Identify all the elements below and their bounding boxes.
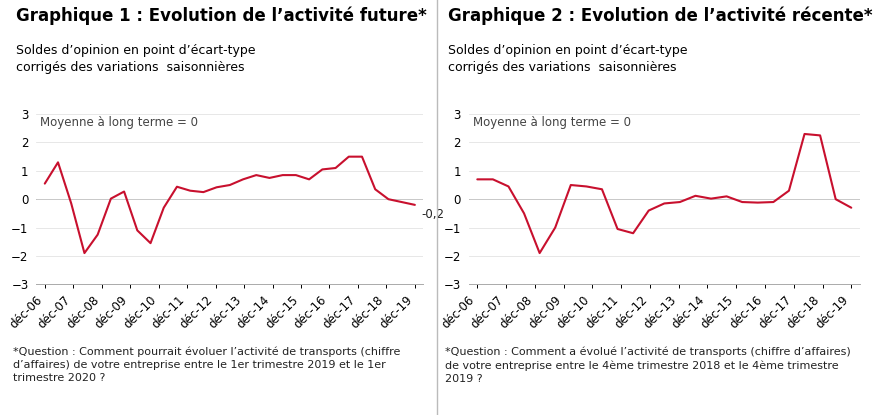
Text: Moyenne à long terme = 0: Moyenne à long terme = 0 (40, 116, 198, 129)
Text: Soldes d’opinion en point d’écart-type
corrigés des variations  saisonnières: Soldes d’opinion en point d’écart-type c… (16, 44, 255, 74)
Text: *Question : Comment a évolué l’activité de transports (chiffre d’affaires)
de vo: *Question : Comment a évolué l’activité … (445, 347, 851, 384)
Text: -0,2: -0,2 (422, 208, 445, 221)
Text: Graphique 2 : Evolution de l’activité récente*: Graphique 2 : Evolution de l’activité ré… (448, 6, 872, 25)
Text: Soldes d’opinion en point d’écart-type
corrigés des variations  saisonnières: Soldes d’opinion en point d’écart-type c… (448, 44, 687, 74)
Text: *Question : Comment pourrait évoluer l’activité de transports (chiffre
d’affaire: *Question : Comment pourrait évoluer l’a… (13, 347, 401, 383)
Text: Moyenne à long terme = 0: Moyenne à long terme = 0 (472, 116, 630, 129)
Text: Graphique 1 : Evolution de l’activité future*: Graphique 1 : Evolution de l’activité fu… (16, 6, 427, 25)
